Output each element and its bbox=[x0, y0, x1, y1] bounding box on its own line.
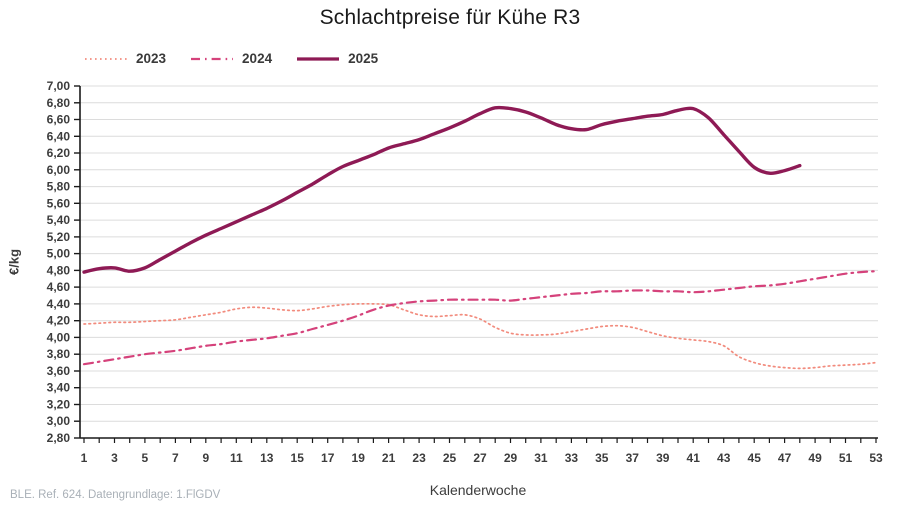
y-axis-title: €/kg bbox=[6, 248, 22, 276]
x-tick-label: 21 bbox=[382, 451, 396, 465]
chart-legend: 2023 2024 2025 bbox=[84, 51, 378, 66]
legend-line-sample-2023 bbox=[85, 57, 127, 60]
legend-item-2025: 2025 bbox=[296, 51, 378, 66]
y-tick-label: 6,80 bbox=[47, 96, 71, 110]
x-tick-label: 51 bbox=[839, 451, 853, 465]
legend-line-sample-2024 bbox=[191, 57, 234, 60]
x-tick-label: 41 bbox=[687, 451, 701, 465]
x-tick-label: 17 bbox=[321, 451, 335, 465]
series-line-2023 bbox=[83, 302, 877, 370]
x-tick-label: 27 bbox=[473, 451, 487, 465]
chart-title: Schlachtpreise für Kühe R3 bbox=[319, 6, 581, 29]
y-tick-label: 6,20 bbox=[47, 146, 71, 160]
x-tick-label: 3 bbox=[111, 451, 118, 465]
x-tick-label: 39 bbox=[656, 451, 670, 465]
y-tick-label: 5,40 bbox=[47, 213, 71, 227]
y-tick-label: 3,00 bbox=[47, 414, 71, 428]
x-tick-label: 7 bbox=[172, 451, 179, 465]
x-axis-title: Kalenderwoche bbox=[429, 482, 527, 498]
x-tick-label: 25 bbox=[443, 451, 457, 465]
x-tick-label: 49 bbox=[808, 451, 822, 465]
x-tick-label: 15 bbox=[291, 451, 305, 465]
x-tick-label: 23 bbox=[412, 451, 426, 465]
y-tick-label: 4,40 bbox=[47, 297, 71, 311]
y-tick-label: 5,60 bbox=[47, 196, 71, 210]
x-tick-label: 11 bbox=[230, 451, 243, 465]
x-tick-label: 29 bbox=[504, 451, 518, 465]
gridlines bbox=[80, 85, 878, 439]
y-tick-label: 3,60 bbox=[47, 364, 71, 378]
y-tick-label: 7,00 bbox=[47, 79, 71, 93]
x-tick-label: 9 bbox=[202, 451, 209, 465]
y-tick-label: 4,00 bbox=[47, 330, 71, 344]
x-tick-label: 5 bbox=[142, 451, 149, 465]
legend-item-2024: 2024 bbox=[190, 51, 272, 66]
y-axis: 2,80 3,00 3,20 3,40 3,60 3,80 4,00 4,20 4,40 4,60… bbox=[47, 79, 81, 445]
x-tick-label: 13 bbox=[260, 451, 274, 465]
y-tick-label: 6,40 bbox=[47, 129, 71, 143]
x-tick-label: 35 bbox=[595, 451, 609, 465]
x-tick-label: 33 bbox=[565, 451, 579, 465]
legend-item-2023: 2023 bbox=[84, 51, 166, 66]
y-tick-label: 6,00 bbox=[47, 163, 71, 177]
y-tick-label: 4,20 bbox=[47, 314, 71, 328]
y-tick-label: 5,20 bbox=[47, 230, 71, 244]
legend-label-2024: 2024 bbox=[242, 51, 273, 66]
x-tick-label: 53 bbox=[869, 451, 883, 465]
x-tick-label: 1 bbox=[81, 451, 88, 465]
y-tick-label: 4,80 bbox=[47, 263, 71, 277]
footer-source: BLE. Ref. 624. Datengrundlage: 1.FlGDV bbox=[10, 489, 221, 501]
y-tick-label: 3,80 bbox=[47, 347, 71, 361]
x-tick-label: 43 bbox=[717, 451, 731, 465]
x-tick-label: 19 bbox=[352, 451, 366, 465]
x-tick-label: 47 bbox=[778, 451, 792, 465]
legend-label-2025: 2025 bbox=[348, 51, 379, 66]
x-tick-label: 45 bbox=[748, 451, 762, 465]
y-tick-label: 3,20 bbox=[47, 398, 71, 412]
series-line-2024 bbox=[82, 270, 878, 366]
x-tick-label: 31 bbox=[534, 451, 548, 465]
x-tick-label: 37 bbox=[626, 451, 640, 465]
legend-label-2023: 2023 bbox=[136, 51, 167, 66]
y-tick-label: 2,80 bbox=[47, 431, 71, 445]
y-tick-label: 4,60 bbox=[47, 280, 71, 294]
y-tick-label: 6,60 bbox=[47, 113, 71, 127]
series-line-2025 bbox=[82, 105, 802, 274]
x-axis: 1 3 5 7 9 11 13 15 17 19 21 23 25 27 29 31 33 35 37 39 41 43 4… bbox=[80, 437, 883, 465]
y-tick-label: 5,00 bbox=[47, 247, 71, 261]
legend-line-sample-2025 bbox=[297, 56, 340, 61]
y-tick-label: 5,80 bbox=[47, 180, 71, 194]
y-tick-label: 3,40 bbox=[47, 381, 71, 395]
